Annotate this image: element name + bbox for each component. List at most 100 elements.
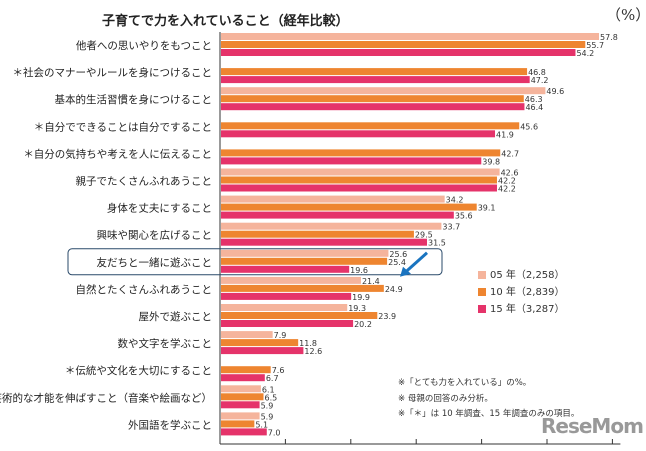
data-label: 19.6: [350, 266, 368, 275]
data-label: 29.5: [415, 231, 433, 240]
data-label: 45.6: [520, 122, 538, 131]
bar: [221, 339, 299, 347]
arrow: [405, 251, 429, 272]
bar: [221, 76, 530, 84]
data-label: 49.6: [546, 87, 564, 96]
bar: [221, 103, 525, 111]
category-label: 基本的生活習慣を身につけること: [55, 93, 213, 106]
legend-swatch: [478, 305, 486, 313]
data-label: 6.7: [266, 374, 279, 383]
data-label: 42.2: [498, 177, 516, 186]
data-label: 21.4: [362, 277, 380, 286]
bar: [221, 292, 352, 300]
data-label: 42.2: [498, 185, 516, 194]
data-label: 5.9: [261, 412, 274, 421]
data-label: 35.6: [455, 212, 473, 221]
category-label: 数や文字を学ぶこと: [118, 337, 213, 350]
category-label: 他者への思いやりをもつこと: [76, 39, 212, 52]
bar: [221, 374, 265, 382]
data-label: 25.4: [388, 258, 406, 267]
note: ※ 母親の回答のみ分析。: [398, 394, 493, 404]
bar: [221, 68, 528, 76]
data-label: 42.6: [501, 169, 519, 178]
bar: [221, 95, 524, 103]
bar: [221, 238, 428, 246]
data-label: 11.8: [299, 339, 317, 348]
data-label: 31.5: [428, 239, 446, 248]
legend-label: 10 年（2,839）: [490, 287, 565, 298]
bar: [221, 284, 384, 292]
bar: [221, 401, 260, 409]
bar: [221, 176, 497, 184]
note: ※「とても力を入れている」の%。: [398, 378, 532, 388]
legend-swatch: [478, 271, 486, 279]
chart-title: 子育てで力を入れていること（経年比較）: [102, 14, 349, 29]
data-label: 33.7: [442, 223, 460, 232]
data-label: 54.2: [576, 49, 594, 58]
bar: [221, 184, 497, 192]
bar: [221, 366, 271, 374]
legend-item: 15 年（3,287）: [478, 300, 565, 315]
bar: [221, 195, 445, 203]
data-label: 7.6: [272, 366, 285, 375]
bar: [221, 265, 350, 273]
bar: [221, 249, 389, 257]
data-label: 19.9: [352, 293, 370, 302]
data-label: 46.3: [525, 95, 543, 104]
data-label: 55.7: [586, 41, 604, 50]
data-label: 46.4: [525, 103, 543, 112]
legend-label: 05 年（2,258）: [490, 270, 565, 281]
bar: [221, 149, 501, 157]
bar: [221, 312, 378, 319]
bar: [221, 347, 304, 355]
data-label: 24.9: [385, 285, 403, 294]
bar: [221, 87, 546, 95]
data-label: 6.5: [265, 393, 278, 402]
bar: [221, 49, 576, 56]
legend-item: 10 年（2,839）: [478, 283, 565, 298]
data-label: 7.0: [268, 428, 281, 437]
category-label: 身体を丈夫にすること: [107, 202, 212, 215]
legend-item: 05 年（2,258）: [478, 266, 565, 281]
data-label: 41.9: [496, 130, 514, 139]
arrow-head: [400, 266, 411, 277]
category-label: 芸術的な才能を伸ばすこと（音楽や絵画など）: [0, 391, 212, 404]
bar: [221, 412, 260, 420]
bar: [221, 230, 414, 238]
data-label: 25.6: [389, 250, 407, 259]
bar: [221, 385, 261, 393]
bar: [221, 33, 600, 40]
data-label: 7.9: [274, 331, 287, 340]
data-label: 57.8: [600, 33, 618, 42]
category-label: 自然とたくさんふれあうこと: [76, 283, 213, 296]
bar: [221, 41, 586, 48]
category-label: ＊自分の気持ちや考えを人に伝えること: [23, 147, 212, 160]
unit-label: （%）: [606, 6, 646, 24]
data-label: 20.2: [354, 320, 372, 329]
data-label: 47.2: [531, 76, 549, 85]
bar: [221, 122, 520, 130]
bar: [221, 168, 500, 176]
legend-swatch: [478, 288, 486, 296]
data-label: 12.6: [304, 347, 322, 356]
data-label: 39.1: [478, 204, 496, 213]
bar: [221, 157, 482, 165]
legend-label: 15 年（3,287）: [490, 304, 565, 315]
data-label: 34.2: [446, 196, 464, 205]
data-label: 42.7: [501, 149, 519, 158]
category-label: ＊社会のマナーやルールを身につけること: [13, 66, 213, 79]
highlight-box: [67, 248, 443, 276]
category-label: 友だちと一緒に遊ぶこと: [97, 256, 213, 269]
category-label: 親子でたくさんふれあうこと: [76, 175, 213, 188]
bar: [221, 420, 255, 428]
bar: [221, 203, 477, 211]
data-label: 6.1: [262, 385, 275, 394]
bar: [221, 393, 264, 401]
category-label: 外国語を学ぶこと: [128, 418, 212, 431]
data-label: 5.9: [261, 401, 274, 410]
category-label: 興味や関心を広げること: [97, 229, 213, 242]
bar: [221, 331, 273, 339]
data-label: 5.1: [255, 420, 268, 429]
